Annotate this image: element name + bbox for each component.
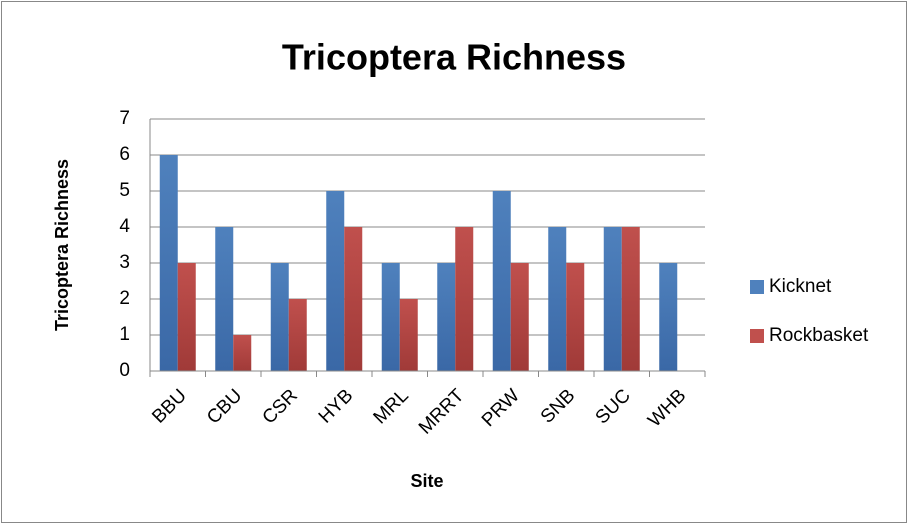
bar [548, 227, 567, 371]
bar [437, 263, 456, 371]
legend-swatch [750, 280, 764, 294]
bar [399, 299, 418, 371]
bar [344, 227, 363, 371]
y-tick-label: 4 [119, 216, 130, 237]
bar [288, 299, 307, 371]
x-axis-title: Site [410, 471, 443, 491]
bar [603, 227, 622, 371]
bar [455, 227, 474, 371]
y-tick-label: 2 [119, 288, 130, 309]
bar [177, 263, 196, 371]
bar [510, 263, 529, 371]
bar [270, 263, 289, 371]
bar [492, 191, 511, 371]
bar [621, 227, 640, 371]
bar [566, 263, 585, 371]
chart-title: Tricoptera Richness [282, 37, 626, 78]
y-tick-label: 7 [119, 108, 130, 129]
y-tick-label: 3 [119, 252, 130, 273]
bar [659, 263, 678, 371]
bar [215, 227, 234, 371]
bar [233, 335, 252, 371]
y-axis-title: Tricoptera Richness [52, 159, 72, 331]
bar [326, 191, 345, 371]
legend-swatch [750, 329, 764, 343]
y-tick-label: 5 [119, 180, 130, 201]
bar [159, 155, 178, 371]
y-tick-label: 6 [119, 144, 130, 165]
legend-label: Kicknet [769, 276, 832, 297]
y-tick-label: 1 [119, 324, 130, 345]
y-tick-label: 0 [119, 360, 130, 381]
legend-label: Rockbasket [769, 325, 869, 346]
bar [381, 263, 400, 371]
